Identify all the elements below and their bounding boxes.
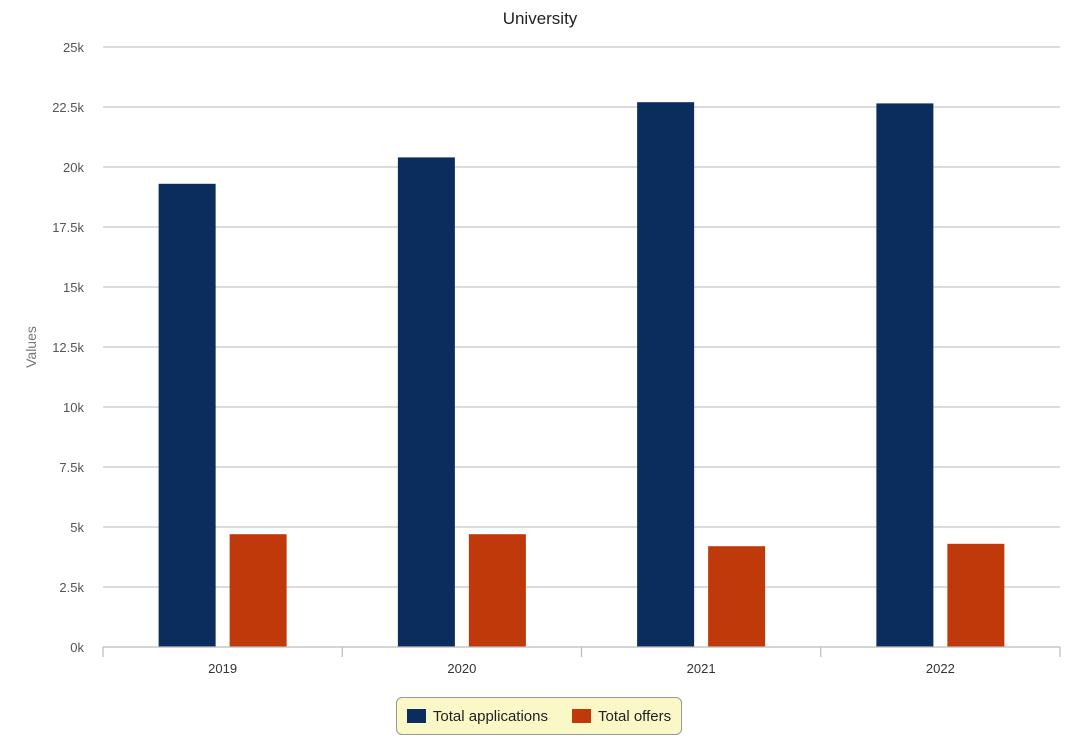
legend-swatch-applications <box>406 709 426 723</box>
legend-item-offers[interactable]: Total offers <box>571 707 672 725</box>
bar-offers-2019[interactable] <box>229 534 287 647</box>
bar-offers-2021[interactable] <box>708 546 766 647</box>
x-tick-label: 2020 <box>447 661 476 676</box>
bar-chart: University 0k 2.5k 5k 7.5k 10k 12.5k 15k 17.5k 2… <box>23 9 1061 676</box>
x-tick-label: 2021 <box>687 661 716 676</box>
y-tick-label: 25k <box>63 40 84 55</box>
y-tick-label: 17.5k <box>52 220 84 235</box>
legend-label-offers: Total offers <box>597 707 672 725</box>
legend-swatch-offers <box>571 709 591 723</box>
y-tick-label: 10k <box>63 400 84 415</box>
y-tick-label: 2.5k <box>59 580 84 595</box>
bar-applications-2020[interactable] <box>397 157 455 647</box>
bar-applications-2022[interactable] <box>876 103 934 647</box>
x-axis: 2019 2020 2021 2022 <box>102 646 1061 676</box>
y-tick-label: 0k <box>70 640 84 655</box>
chart-title: University <box>503 9 578 28</box>
y-tick-label: 5k <box>70 520 84 535</box>
y-tick-label: 7.5k <box>59 460 84 475</box>
y-axis-ticks: 0k 2.5k 5k 7.5k 10k 12.5k 15k 17.5k 20k 22.5k 25k <box>52 40 84 655</box>
bar-offers-2020[interactable] <box>468 534 526 647</box>
y-axis-label: Values <box>23 326 39 368</box>
legend-label-applications: Total applications <box>432 707 548 725</box>
bar-applications-2019[interactable] <box>158 183 216 648</box>
bar-offers-2022[interactable] <box>947 543 1005 647</box>
x-tick-label: 2022 <box>926 661 955 676</box>
legend-item-applications[interactable]: Total applications <box>406 707 548 725</box>
y-tick-label: 20k <box>63 160 84 175</box>
bar-applications-2021[interactable] <box>637 102 695 647</box>
bars <box>158 102 1005 648</box>
x-tick-label: 2019 <box>208 661 237 676</box>
chart-legend: Total applications Total offers <box>396 697 682 735</box>
y-tick-label: 22.5k <box>52 100 84 115</box>
y-tick-label: 12.5k <box>52 340 84 355</box>
y-tick-label: 15k <box>63 280 84 295</box>
grid-lines <box>103 46 1060 588</box>
